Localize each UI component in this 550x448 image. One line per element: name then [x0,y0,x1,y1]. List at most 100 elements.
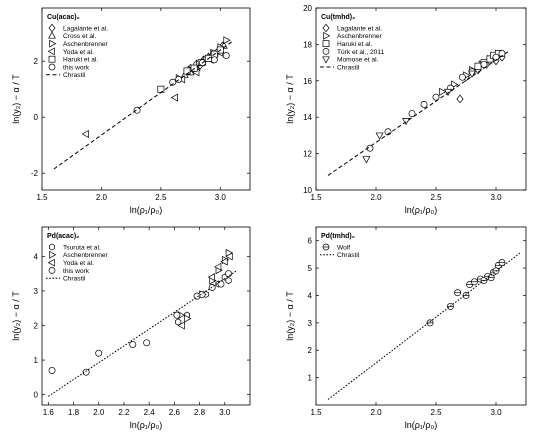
plot-frame [315,7,527,191]
y-axis-label: ln(y₂) − α / T [11,291,21,341]
data-point [375,132,384,140]
series-this-work [133,52,230,114]
fit-line-chrastil [53,41,233,170]
legend-label: Aschenbrenner [63,252,109,259]
y-tick-label: 0 [34,391,39,400]
x-axis-label: ln(ρ₁/ρ₀) [130,205,163,215]
data-point [470,278,478,286]
x-tick-label: 2.8 [194,408,206,417]
fit-line-chrastil [327,51,509,176]
y-tick-label: 0 [34,113,39,122]
data-point [408,110,416,118]
data-point [223,36,231,45]
data-point [456,94,464,104]
x-tick-label: 1.5 [36,193,48,202]
x-tick-label: 2.0 [370,408,382,417]
legend-label: Aschenbrenner [63,41,109,48]
x-tick-label: 2.0 [96,193,108,202]
x-tick-label: 1.6 [43,408,55,417]
legend-label: Yoda et al. [63,260,94,267]
x-tick-label: 2.5 [155,193,167,202]
y-tick-label: 20 [303,4,312,13]
data-point [210,56,218,64]
data-point [81,129,89,139]
data-point [214,262,222,271]
legend-marker [322,243,330,251]
data-point [225,252,233,261]
data-point [225,270,233,278]
x-tick-label: 3.0 [219,408,231,417]
legend-label: Chrastil [63,72,86,79]
legend-label: Türk et al., 2011 [337,49,384,56]
legend-label: Tsuruta et al. [63,244,101,251]
legend: Pd(acac)₂ Tsuruta et al.AschenbrennerYoda… [46,233,109,283]
data-point [95,349,103,357]
legend-marker [322,23,330,33]
legend-label: Chrastil [337,252,360,259]
fit-line-chrastil [48,269,238,397]
data-point [454,289,462,297]
y-tick-label: 4 [308,291,313,300]
legend-marker [48,31,56,39]
data-point [143,339,151,347]
legend-marker [48,63,56,71]
legend-marker [48,55,56,63]
legend-marker [48,23,56,33]
y-axis-label: ln(y₂) − α / T [285,74,295,124]
y-tick-label: 18 [303,40,312,49]
x-tick-label: 2.0 [93,408,105,417]
legend-label: Wolf [337,244,350,251]
x-tick-label: 3.0 [490,193,502,202]
legend-label: Momose et al. [337,57,379,64]
x-axis-label: ln(ρ₁/ρ₀) [130,420,163,430]
legend: Cu(tmhd)₂ Lagalante et al.AschenbrennerHa… [320,14,384,71]
chart-cu-tmhd: 1.5 2.0 2.5 3.0 10 12 14 16 18 20 ln(ρ₁/ρ₀) ln(y₂) … [285,4,527,215]
chart-cu-acac: 1.5 2.0 2.5 3.0 -2 0 2 ln(ρ₁/ρ₀) ln(y₂) − α / T C… [11,7,251,215]
legend-label: Haruki et al. [63,57,98,64]
plot-frame [315,226,527,406]
legend-label: this work [63,64,90,71]
y-tick-label: 1 [34,356,39,365]
data-point [183,67,191,75]
data-point [220,257,228,266]
x-tick-label: 2.4 [144,408,156,417]
data-point [129,341,137,348]
legend-label: this work [63,268,90,275]
x-tick-label: 2.5 [430,408,442,417]
data-point [217,280,225,288]
legend-marker [322,40,330,47]
y-tick-label: 6 [308,237,313,246]
legend-label: Aschenbrenner [337,33,383,40]
y-tick-label: 2 [34,322,39,331]
series-wolf [426,259,506,327]
legend-label: Lagalante et al. [63,25,108,32]
x-tick-label: 2.6 [169,408,181,417]
y-tick-label: 3 [34,287,39,296]
series-yoda-et-al [177,252,233,330]
data-point [177,321,185,330]
y-tick-label: 16 [303,77,312,86]
data-point [498,259,506,267]
y-tick-label: 1 [308,374,313,383]
legend-label: Chrastil [63,276,86,283]
y-tick-label: 4 [34,252,39,261]
series-momose-et-al [362,70,477,164]
data-point [439,87,447,96]
data-point [480,60,488,68]
chart-pd-tmhd: 1.5 2.0 2.5 3.0 1 2 3 4 5 6 ln(ρ₁/ρ₀) ln(y₂) − α / … [285,226,527,430]
legend-label: Haruki et al. [337,41,372,48]
data-point [432,93,440,101]
legend-marker [49,39,57,48]
y-axis-label: ln(y₂) − α / T [11,74,21,124]
legend-label: Yoda et al. [63,49,94,56]
legend-title: Cu(tmhd)₂ [321,14,355,21]
x-tick-label: 2.0 [370,193,382,202]
data-point [420,101,428,108]
data-point [362,156,371,164]
y-tick-label: 12 [303,150,312,159]
data-point [207,273,216,282]
y-tick-label: 5 [308,264,313,273]
legend-marker [322,48,330,55]
